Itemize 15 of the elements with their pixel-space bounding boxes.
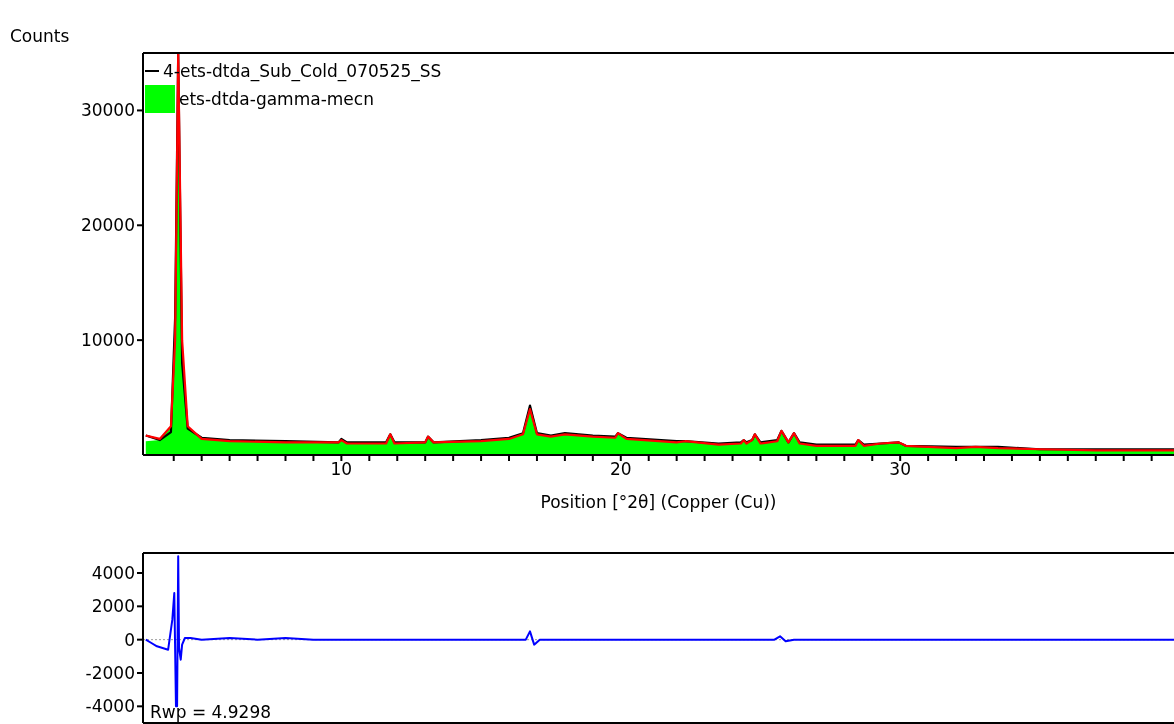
y-tick-label: -2000: [85, 663, 135, 684]
y-tick-label: 20000: [80, 215, 135, 236]
x-tick-label: 20: [609, 459, 632, 480]
legend-label: ets-dtda-gamma-mecn: [179, 88, 374, 111]
y-tick-label: 0: [124, 629, 135, 650]
y-tick-label: -4000: [85, 696, 135, 717]
y-tick-label: 4000: [91, 563, 135, 584]
annotation: Rwp = 4.9298: [150, 702, 272, 722]
x-axis-title: Position [°2θ] (Copper (Cu)): [540, 492, 777, 512]
y-tick-label: 10000: [80, 330, 135, 351]
x-tick-label: 10: [330, 459, 353, 480]
y-axis-title: Counts: [10, 26, 70, 46]
y-tick-label: 30000: [80, 100, 135, 121]
y-tick-label: 2000: [91, 596, 135, 617]
x-tick-label: 30: [889, 459, 911, 480]
